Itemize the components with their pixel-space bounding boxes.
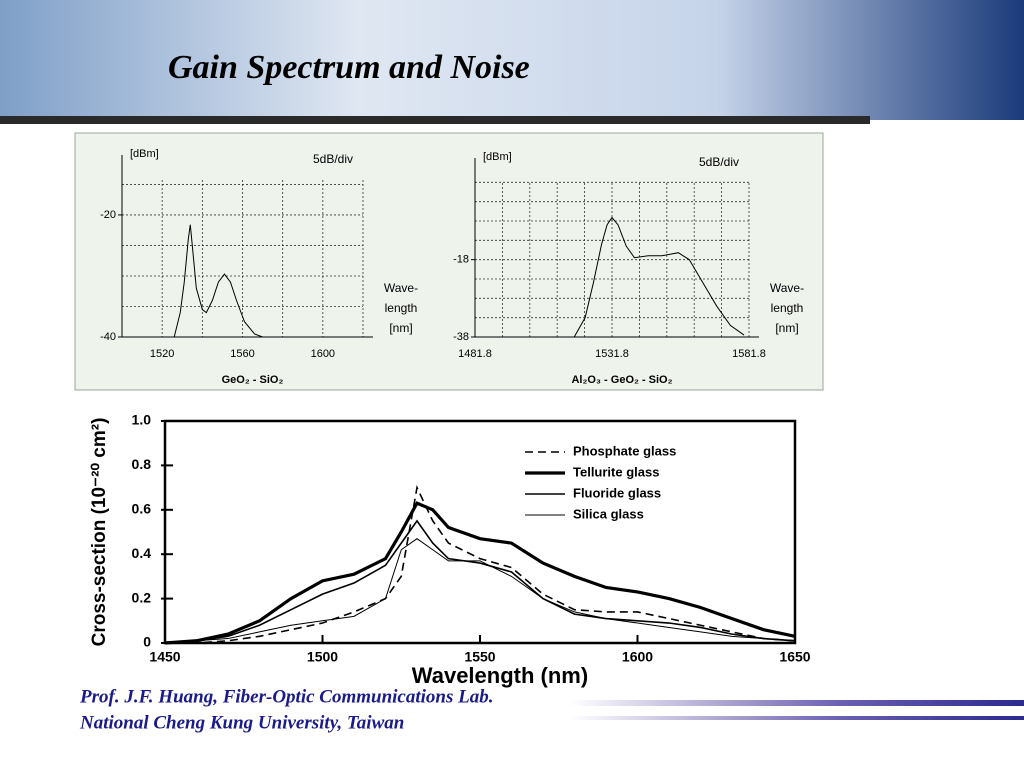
y-tick-label: 0.8 [132,456,152,472]
y-tick-label: -18 [453,254,469,266]
legend-label: Phosphate glass [573,443,676,458]
footer-rule [570,700,1024,706]
series-line [164,501,796,645]
y-axis-label: [dBm] [483,151,512,163]
x-tick-label: 1581.8 [732,348,766,360]
x-axis-label: Wave- [770,281,804,295]
slide-title: Gain Spectrum and Noise [168,49,530,86]
x-axis-label: [nm] [389,321,412,335]
x-tick-label: 1650 [779,649,810,665]
x-tick-label: 1600 [311,348,335,360]
y-tick-label: -38 [453,331,469,343]
x-tick-label: 1520 [150,348,174,360]
series-line [164,519,796,644]
header-rule [0,116,870,124]
footer-text: National Cheng Kung University, Taiwan [79,712,404,733]
footer-text: Prof. J.F. Huang, Fiber-Optic Communicat… [79,686,493,707]
x-tick-label: 1600 [622,649,653,665]
x-tick-label: 1481.8 [458,348,492,360]
y-axis-label: [dBm] [130,148,159,160]
annotation: 5dB/div [699,155,739,169]
legend-label: Silica glass [573,506,644,521]
y-tick-label: 0.4 [132,545,152,561]
y-tick-label: -40 [100,331,116,343]
x-axis-label: length [385,301,418,315]
footer-rule [570,716,1024,720]
series-line [165,484,796,644]
y-tick-label: 0.6 [132,501,152,517]
caption: Al₂O₃ - GeO₂ - SiO₂ [571,374,672,386]
x-tick-label: 1450 [149,649,180,665]
y-tick-label: 1.0 [132,412,152,428]
panel [80,410,810,690]
x-tick-label: 1500 [307,649,338,665]
x-tick-label: 1550 [464,649,495,665]
y-tick-label: 0 [143,634,151,650]
x-axis-label: length [771,301,804,315]
x-axis-label: [nm] [775,321,798,335]
y-axis-label: Cross-section (10⁻²⁰ cm²) [89,418,110,647]
y-tick-label: -20 [100,209,116,221]
legend-label: Tellurite glass [573,464,659,479]
legend-label: Fluoride glass [573,485,661,500]
x-axis-label: Wave- [384,281,418,295]
series-line [573,216,745,338]
header-banner [0,0,1024,120]
y-tick-label: 0.2 [132,589,152,605]
caption: GeO₂ - SiO₂ [222,374,284,386]
x-axis-label: Wavelength (nm) [412,663,588,688]
annotation: 5dB/div [313,152,353,166]
panel [74,132,824,391]
x-tick-label: 1560 [230,348,254,360]
series-line [173,224,263,338]
series-line [164,538,796,644]
x-tick-label: 1531.8 [595,348,629,360]
